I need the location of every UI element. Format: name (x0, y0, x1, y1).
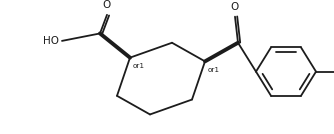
Text: or1: or1 (208, 67, 220, 73)
Text: O: O (103, 0, 111, 10)
Text: O: O (231, 2, 239, 12)
Text: HO: HO (43, 36, 59, 46)
Text: or1: or1 (133, 63, 145, 69)
